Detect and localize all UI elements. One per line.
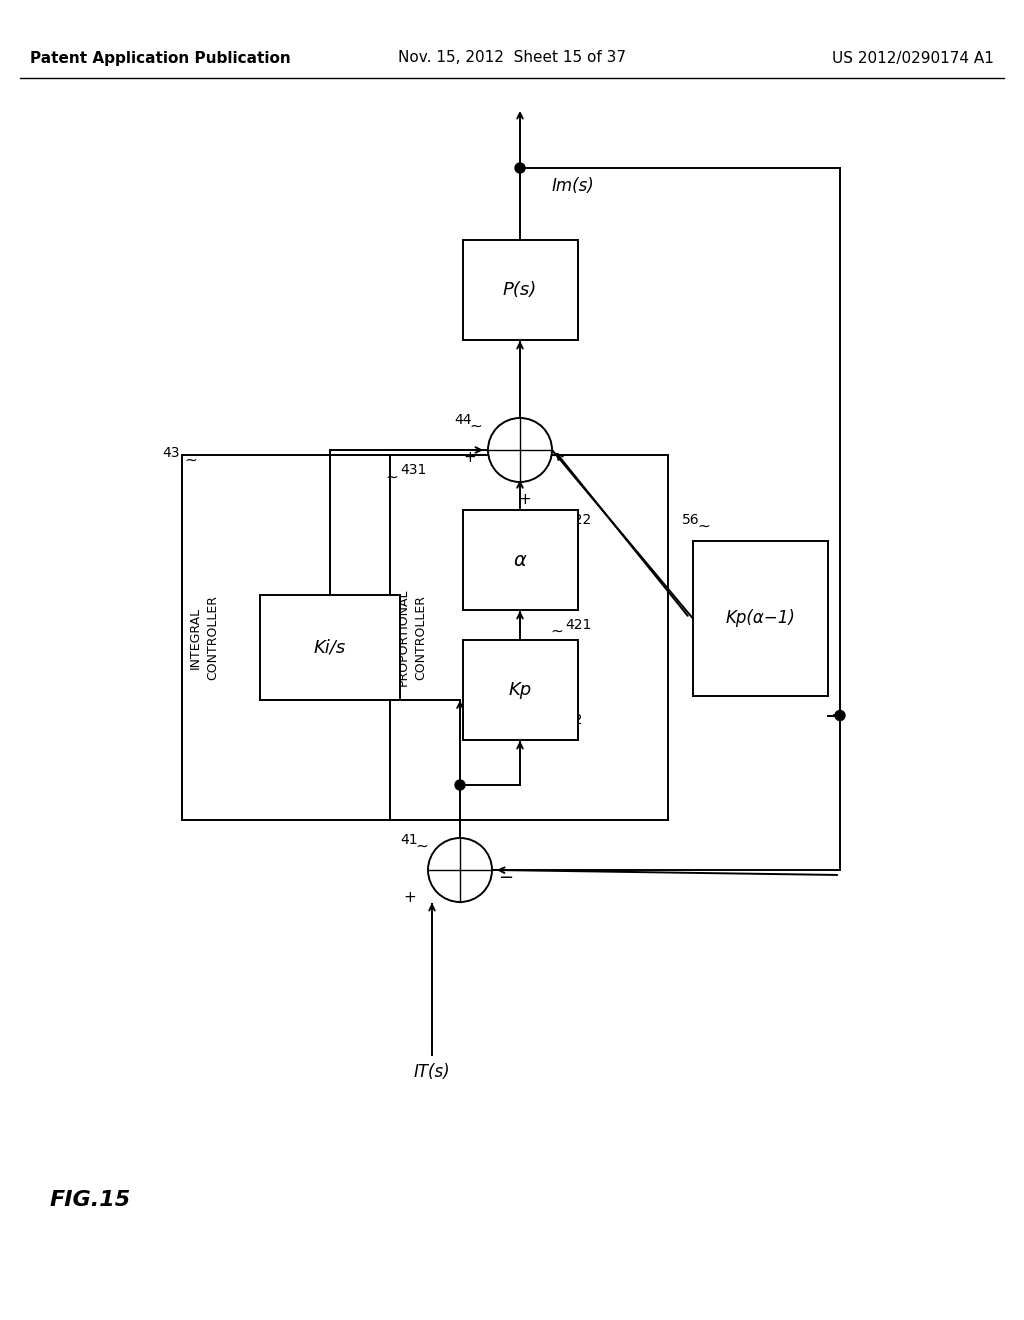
Text: +: + xyxy=(518,492,531,507)
Circle shape xyxy=(488,418,552,482)
Bar xyxy=(463,640,578,741)
Text: 56: 56 xyxy=(682,513,700,527)
Text: 44: 44 xyxy=(455,413,472,426)
Text: 41: 41 xyxy=(400,833,418,847)
Text: 421: 421 xyxy=(565,618,592,632)
Text: US 2012/0290174 A1: US 2012/0290174 A1 xyxy=(833,50,994,66)
Circle shape xyxy=(455,780,465,789)
Text: ∼: ∼ xyxy=(470,418,482,433)
Text: ∼: ∼ xyxy=(697,519,711,533)
Text: ∼: ∼ xyxy=(416,838,428,854)
Text: Ki/s: Ki/s xyxy=(314,638,346,656)
Bar xyxy=(692,540,827,696)
Bar xyxy=(463,510,578,610)
Text: α: α xyxy=(514,550,526,569)
Circle shape xyxy=(428,838,492,902)
Bar xyxy=(463,240,578,341)
Text: +: + xyxy=(403,890,417,904)
Text: Patent Application Publication: Patent Application Publication xyxy=(30,50,291,66)
Bar xyxy=(390,455,668,820)
Text: Kp(α−1): Kp(α−1) xyxy=(725,609,795,627)
Circle shape xyxy=(835,710,845,721)
Text: +: + xyxy=(464,450,476,466)
Bar xyxy=(260,594,400,700)
Text: 42: 42 xyxy=(565,713,583,727)
Text: P(s): P(s) xyxy=(503,281,538,300)
Text: 43: 43 xyxy=(163,446,180,459)
Text: ∼: ∼ xyxy=(551,623,563,639)
Circle shape xyxy=(515,162,525,173)
Text: ∼: ∼ xyxy=(551,718,563,734)
Text: ∼: ∼ xyxy=(386,470,398,484)
Text: FIG.15: FIG.15 xyxy=(49,1191,131,1210)
Text: PROPORTIONAL
CONTROLLER: PROPORTIONAL CONTROLLER xyxy=(397,589,427,686)
Bar xyxy=(182,455,465,820)
Text: Kp: Kp xyxy=(509,681,531,700)
Text: 422: 422 xyxy=(565,513,591,527)
Text: IT(s): IT(s) xyxy=(414,1063,451,1081)
Text: INTEGRAL
CONTROLLER: INTEGRAL CONTROLLER xyxy=(189,595,219,680)
Text: Nov. 15, 2012  Sheet 15 of 37: Nov. 15, 2012 Sheet 15 of 37 xyxy=(398,50,626,66)
Text: −: − xyxy=(499,869,514,887)
Text: ∼: ∼ xyxy=(551,519,563,533)
Text: ∼: ∼ xyxy=(184,453,197,467)
Text: Im(s): Im(s) xyxy=(552,177,595,195)
Text: 431: 431 xyxy=(400,463,426,477)
